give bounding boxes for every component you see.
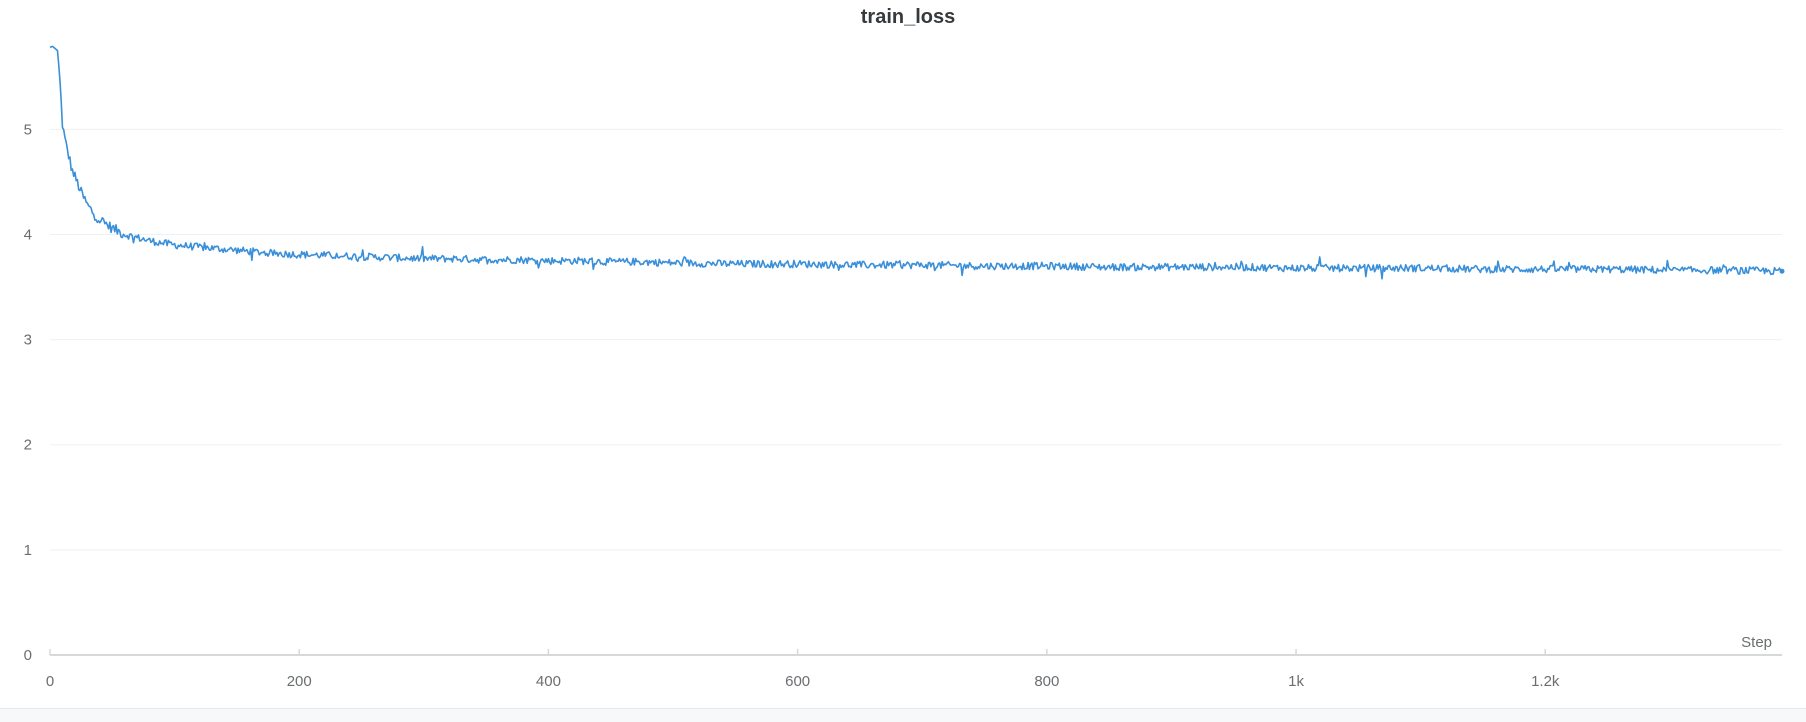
series-group: [49, 45, 1785, 280]
x-tick-label: 200: [287, 673, 312, 690]
x-axis-label: Step: [1741, 634, 1772, 651]
x-tick-label: 1.2k: [1531, 673, 1560, 690]
series-end-point: [1779, 268, 1785, 274]
x-axis: 0 200 400 600 800 1k 1.2k: [46, 649, 1782, 690]
y-tick-label: 3: [24, 332, 32, 349]
y-tick-label: 2: [24, 437, 32, 454]
series-line-0: [49, 45, 1783, 280]
chart-title: train_loss: [861, 6, 955, 28]
x-tick-label: 400: [536, 673, 561, 690]
y-tick-label: 5: [24, 121, 32, 138]
grid-lines: [50, 128, 1782, 551]
y-tick-label: 0: [24, 647, 32, 664]
y-axis: 0 1 2 3 4 5: [24, 121, 32, 664]
x-tick-label: 600: [785, 673, 810, 690]
x-tick-label: 0: [46, 673, 54, 690]
y-tick-label: 1: [24, 542, 32, 559]
y-tick-label: 4: [24, 226, 32, 243]
x-tick-label: 1k: [1288, 673, 1304, 690]
panel-footer-strip: [0, 708, 1806, 722]
x-tick-label: 800: [1034, 673, 1059, 690]
